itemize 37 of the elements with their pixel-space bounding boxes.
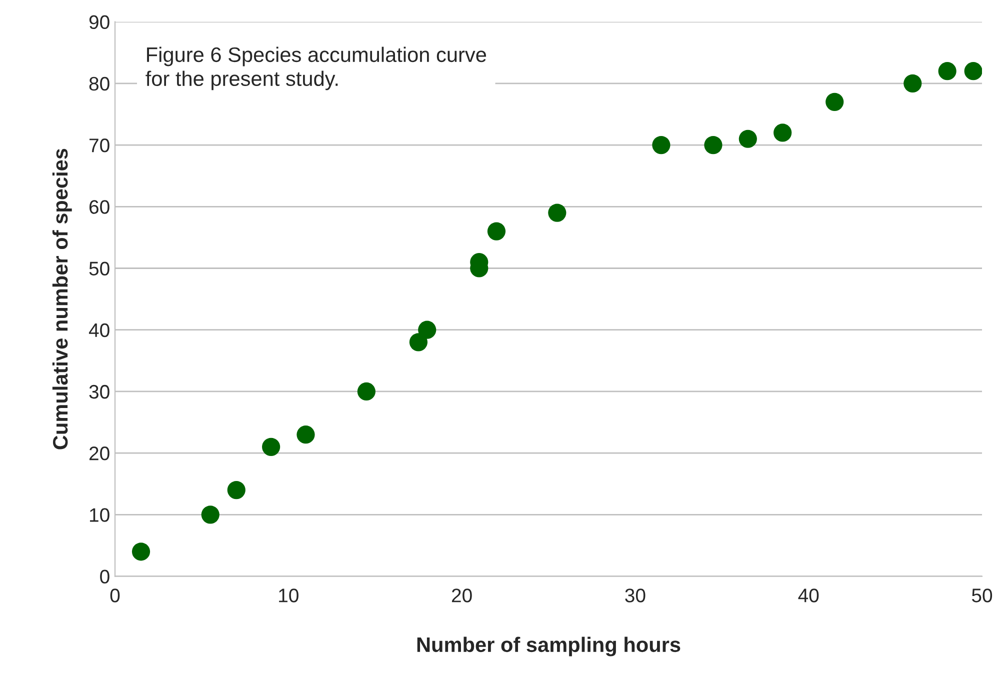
x-tick-label: 40 <box>798 588 819 602</box>
point <box>227 480 246 500</box>
point <box>487 222 506 240</box>
point <box>704 136 722 154</box>
point <box>826 92 844 111</box>
y-tick-label: 10 <box>90 508 110 522</box>
x-tick-label: 0 <box>110 588 120 602</box>
point <box>904 74 922 92</box>
y-tick-label: 70 <box>90 138 110 152</box>
y-tick-label: 0 <box>100 570 110 584</box>
point <box>548 204 566 222</box>
x-tick-label: 10 <box>279 588 298 602</box>
point <box>652 136 670 154</box>
x-tick-label: 20 <box>452 588 472 602</box>
point <box>409 333 428 352</box>
x-axis-title: Number of sampling hours <box>417 636 680 656</box>
point <box>357 382 376 401</box>
point <box>938 62 956 80</box>
point <box>738 130 757 148</box>
x-tick-label: 50 <box>972 588 992 602</box>
point <box>296 426 315 444</box>
y-axis-title: Cumulative number of species <box>52 148 72 450</box>
point <box>964 62 982 80</box>
x-tick-label: 30 <box>625 588 646 602</box>
point <box>201 506 220 524</box>
text: Figure 6 Species accumulation curve for the present study. <box>146 46 486 90</box>
y-tick-label: 90 <box>89 15 110 30</box>
point <box>418 320 436 339</box>
y-tick-label: 40 <box>88 323 110 338</box>
point <box>262 438 280 456</box>
point <box>774 124 792 142</box>
point <box>132 542 150 561</box>
y-tick-label: 30 <box>89 384 110 399</box>
y-tick-label: 20 <box>89 446 110 460</box>
y-tick-label: 50 <box>89 262 110 276</box>
y-tick-label: 80 <box>89 76 110 91</box>
y-tick-label: 60 <box>90 200 110 214</box>
